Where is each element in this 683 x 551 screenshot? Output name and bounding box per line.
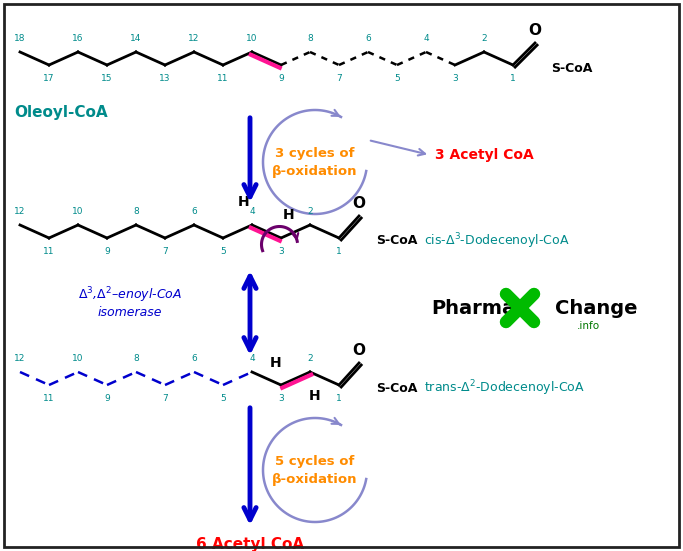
Text: isomerase: isomerase <box>98 306 163 320</box>
Text: H: H <box>283 208 295 222</box>
Text: trans-$\Delta^2$-Dodecenoyl-CoA: trans-$\Delta^2$-Dodecenoyl-CoA <box>424 378 585 398</box>
Text: H: H <box>238 195 250 209</box>
Text: 10: 10 <box>72 207 84 216</box>
Text: 2: 2 <box>482 34 487 43</box>
Text: β-oxidation: β-oxidation <box>273 473 358 485</box>
Text: S-CoA: S-CoA <box>376 381 417 395</box>
Text: 1: 1 <box>336 247 342 256</box>
Text: 11: 11 <box>43 394 55 403</box>
Text: 17: 17 <box>43 74 55 83</box>
Text: 3 Acetyl CoA: 3 Acetyl CoA <box>435 148 533 162</box>
Text: 12: 12 <box>14 207 26 216</box>
Text: 2: 2 <box>307 207 313 216</box>
Text: 12: 12 <box>14 354 26 363</box>
Text: S-CoA: S-CoA <box>376 235 417 247</box>
Text: 10: 10 <box>247 34 257 43</box>
Text: 8: 8 <box>133 354 139 363</box>
Text: 7: 7 <box>336 74 342 83</box>
Text: 10: 10 <box>72 354 84 363</box>
Text: 3: 3 <box>278 394 284 403</box>
Text: O: O <box>352 343 365 358</box>
Text: O: O <box>352 196 365 211</box>
Text: 6: 6 <box>365 34 371 43</box>
Text: 4: 4 <box>423 34 429 43</box>
Text: 11: 11 <box>217 74 229 83</box>
Text: 8: 8 <box>133 207 139 216</box>
Text: 16: 16 <box>72 34 84 43</box>
Text: 6: 6 <box>191 354 197 363</box>
Text: 12: 12 <box>189 34 199 43</box>
Text: .info: .info <box>576 321 600 331</box>
Text: 5: 5 <box>220 247 226 256</box>
Text: Pharma: Pharma <box>431 299 515 317</box>
Text: 5: 5 <box>220 394 226 403</box>
Text: 11: 11 <box>43 247 55 256</box>
Text: 6: 6 <box>191 207 197 216</box>
Text: 2: 2 <box>307 354 313 363</box>
Text: H: H <box>270 356 282 370</box>
Text: 18: 18 <box>14 34 26 43</box>
Text: 15: 15 <box>101 74 113 83</box>
Text: 1: 1 <box>336 394 342 403</box>
Text: S-CoA: S-CoA <box>551 62 592 74</box>
Text: 5 cycles of: 5 cycles of <box>275 456 354 468</box>
Text: 9: 9 <box>104 247 110 256</box>
Text: 13: 13 <box>159 74 171 83</box>
Text: β-oxidation: β-oxidation <box>273 165 358 177</box>
Text: 8: 8 <box>307 34 313 43</box>
Text: 7: 7 <box>162 247 168 256</box>
Text: 4: 4 <box>249 354 255 363</box>
Text: 14: 14 <box>130 34 141 43</box>
Text: 9: 9 <box>278 74 284 83</box>
Text: 7: 7 <box>162 394 168 403</box>
Text: cis-$\Delta^3$-Dodecenoyl-CoA: cis-$\Delta^3$-Dodecenoyl-CoA <box>424 231 570 251</box>
Text: Oleoyl-CoA: Oleoyl-CoA <box>14 105 108 120</box>
Text: 3 cycles of: 3 cycles of <box>275 148 354 160</box>
Text: 1: 1 <box>510 74 516 83</box>
Text: 6 Acetyl CoA: 6 Acetyl CoA <box>196 537 304 551</box>
Text: 5: 5 <box>394 74 400 83</box>
Text: O: O <box>529 23 542 38</box>
Text: 9: 9 <box>104 394 110 403</box>
Text: $\Delta^3$,$\Delta^2$–enoyl-CoA: $\Delta^3$,$\Delta^2$–enoyl-CoA <box>78 285 182 305</box>
Text: Change: Change <box>555 299 637 317</box>
Text: 3: 3 <box>452 74 458 83</box>
Text: H: H <box>309 389 321 403</box>
Text: 3: 3 <box>278 247 284 256</box>
Text: 4: 4 <box>249 207 255 216</box>
